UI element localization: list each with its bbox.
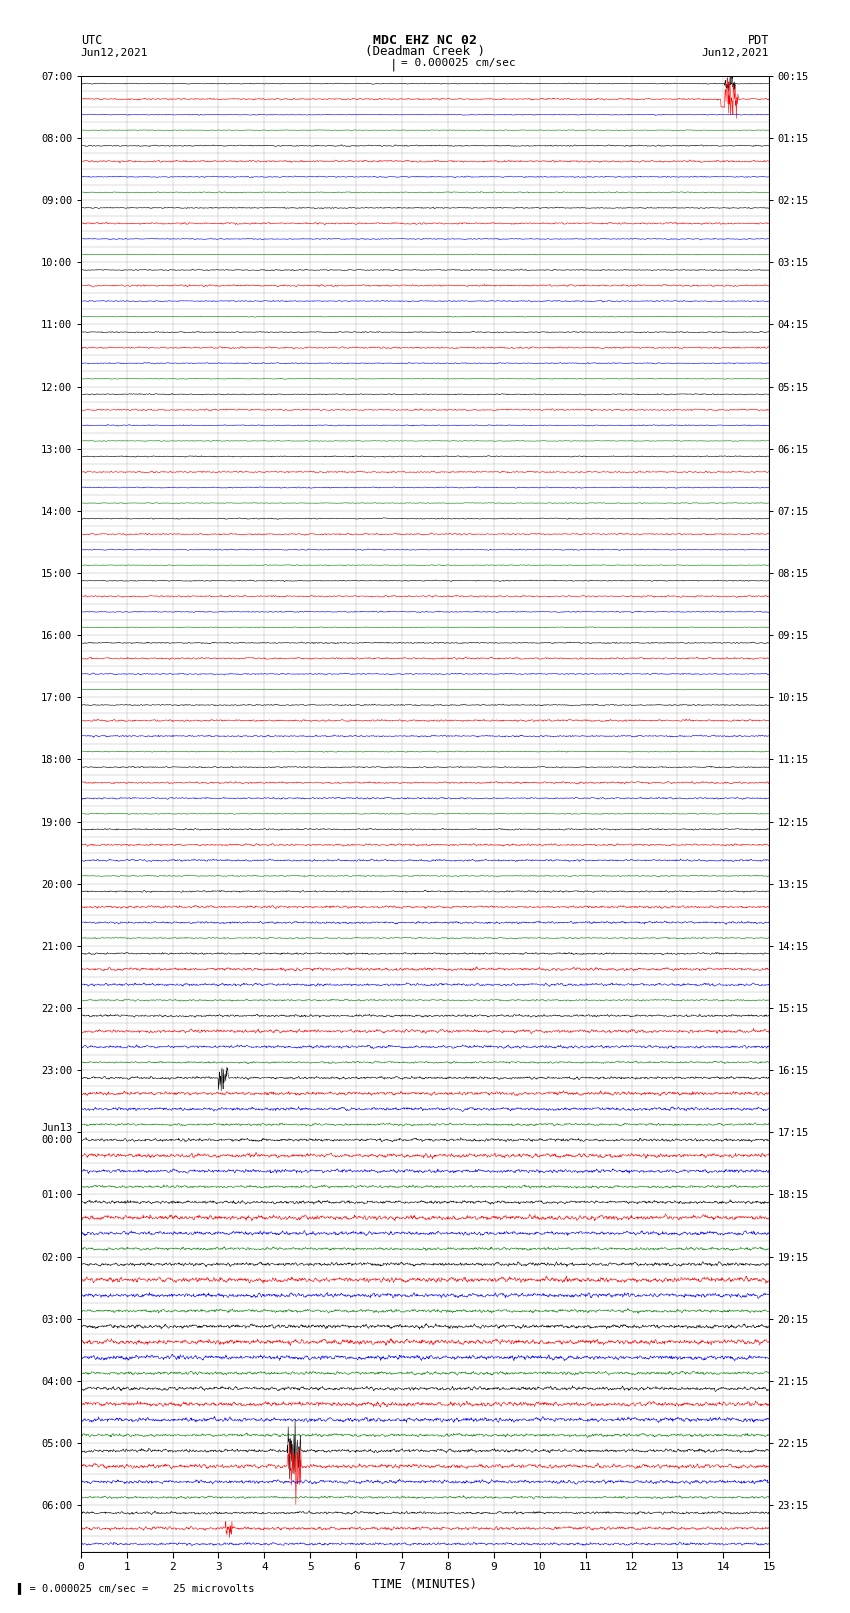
Text: PDT: PDT	[748, 34, 769, 47]
Text: Jun12,2021: Jun12,2021	[702, 48, 769, 58]
Text: (Deadman Creek ): (Deadman Creek )	[365, 45, 485, 58]
Text: |: |	[390, 58, 397, 71]
Text: ▌ = 0.000025 cm/sec =    25 microvolts: ▌ = 0.000025 cm/sec = 25 microvolts	[17, 1582, 254, 1594]
Text: Jun12,2021: Jun12,2021	[81, 48, 148, 58]
Text: = 0.000025 cm/sec: = 0.000025 cm/sec	[401, 58, 516, 68]
Text: UTC: UTC	[81, 34, 102, 47]
Text: MDC EHZ NC 02: MDC EHZ NC 02	[373, 34, 477, 47]
X-axis label: TIME (MINUTES): TIME (MINUTES)	[372, 1578, 478, 1590]
